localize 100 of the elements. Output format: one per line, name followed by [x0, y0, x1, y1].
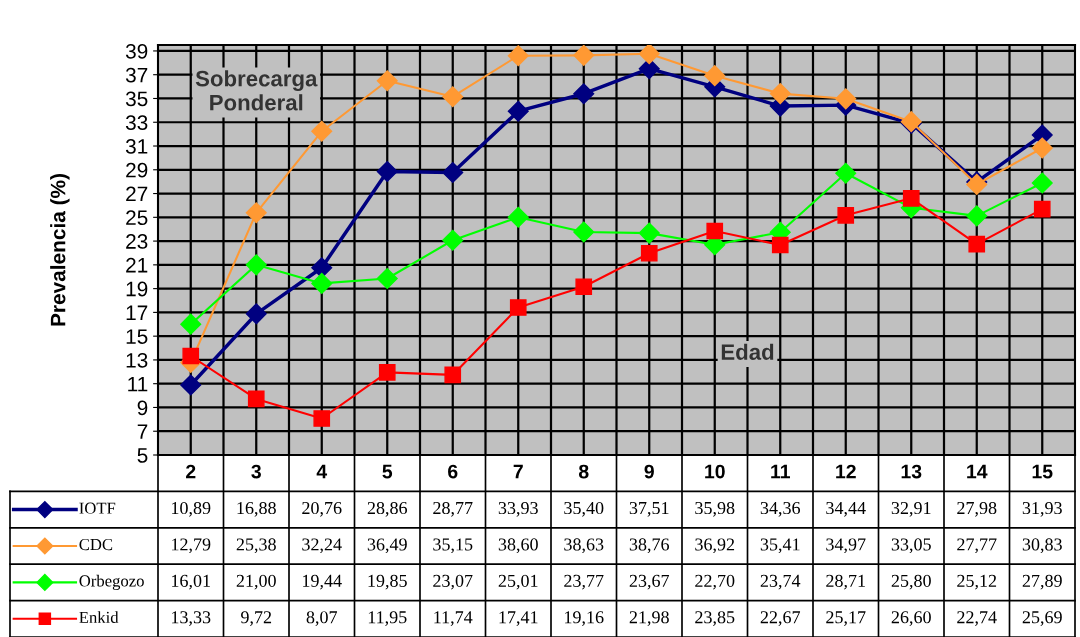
x-tick-label: 8 — [578, 464, 589, 479]
y-tick-label: 29 — [126, 162, 148, 178]
data-label: 32,24 — [302, 538, 342, 554]
y-tick-label: 7 — [137, 424, 148, 439]
y-tick-label: 5 — [137, 448, 148, 463]
data-label: 27,77 — [957, 538, 997, 554]
point — [573, 221, 595, 243]
point — [376, 268, 398, 290]
data-label: 36,92 — [695, 538, 735, 554]
data-label: 22,74 — [957, 611, 997, 626]
data-label: 34,97 — [826, 538, 866, 554]
x-tick-label: 4 — [316, 464, 328, 479]
data-label: 10,89 — [172, 501, 211, 517]
point — [573, 45, 595, 66]
data-label: 22,67 — [760, 611, 801, 626]
data-label: 25,69 — [1022, 611, 1062, 626]
data-label: 12,79 — [172, 538, 211, 554]
data-label: 21,00 — [236, 574, 276, 590]
point — [180, 313, 202, 335]
data-label: 9,72 — [241, 611, 272, 626]
data-label: 38,76 — [629, 538, 670, 554]
data-label: 21,98 — [629, 611, 669, 626]
data-label: 23,07 — [433, 574, 473, 590]
data-label: 19,16 — [565, 611, 604, 626]
point — [706, 222, 724, 240]
y-tick-label: 35 — [125, 91, 148, 107]
point — [1031, 172, 1053, 194]
point — [638, 45, 660, 65]
data-label: 23,74 — [760, 574, 801, 590]
data-label: 27,98 — [957, 501, 997, 517]
data-label: 37,51 — [629, 501, 669, 517]
x-tick-label: 3 — [251, 464, 261, 479]
data-label: 25,38 — [236, 538, 276, 554]
point — [837, 206, 855, 224]
point — [1033, 200, 1051, 218]
data-label: 38,60 — [498, 538, 538, 554]
point — [902, 189, 920, 207]
point — [771, 236, 789, 254]
data-label: 13,33 — [172, 611, 211, 626]
x-tick-label: 9 — [644, 464, 654, 479]
data-label: 20,76 — [302, 501, 342, 517]
annotation: Sobrecarga Ponderal — [195, 70, 318, 111]
point — [182, 347, 200, 365]
data-label: 11,74 — [434, 611, 473, 626]
x-tick-label: 13 — [901, 464, 922, 479]
point — [1031, 137, 1053, 159]
point — [638, 222, 660, 244]
data-label: 16,88 — [237, 501, 276, 517]
data-label: 22,70 — [695, 574, 735, 590]
data-label: 35,40 — [564, 501, 604, 517]
y-tick-label: 21 — [126, 257, 148, 273]
data-label: 28,77 — [433, 501, 473, 517]
point — [245, 202, 267, 224]
point — [442, 86, 464, 108]
point — [638, 58, 660, 80]
y-tick-label: 23 — [126, 234, 148, 249]
data-label: 28,86 — [367, 501, 408, 517]
data-label: 23,77 — [564, 574, 604, 590]
point — [640, 244, 658, 262]
y-tick-label: 9 — [137, 400, 148, 416]
data-label: 28,71 — [826, 574, 865, 590]
point — [180, 374, 202, 396]
point — [507, 100, 529, 122]
y-axis-title: Prevalencia (%) — [50, 174, 70, 326]
data-label: 33,05 — [891, 538, 931, 554]
data-label: 25,80 — [891, 574, 931, 590]
point — [247, 390, 265, 408]
data-label: 8,07 — [306, 611, 338, 626]
y-tick-label: 11 — [128, 376, 148, 392]
legend-label: IOTF — [79, 502, 116, 514]
point — [245, 303, 267, 325]
legend-label: Orbegozo — [79, 574, 144, 590]
y-tick-label: 37 — [125, 67, 148, 83]
y-tick-label: 39 — [125, 43, 148, 59]
point — [704, 65, 726, 87]
data-label: 32,91 — [891, 501, 931, 517]
point — [769, 83, 791, 105]
data-label: 23,67 — [629, 574, 670, 590]
data-label: 17,41 — [499, 611, 538, 626]
point — [835, 162, 857, 184]
point — [575, 278, 593, 296]
x-tick-label: 10 — [705, 464, 725, 479]
x-tick-label: 15 — [1032, 464, 1053, 479]
point — [311, 120, 333, 142]
data-label: 25,17 — [826, 611, 866, 626]
point — [968, 235, 986, 253]
x-tick-label: 11 — [771, 464, 790, 479]
data-label: 23,85 — [695, 611, 735, 626]
data-label: 30,83 — [1022, 538, 1062, 554]
data-label: 16,01 — [172, 574, 210, 590]
data-label: 34,44 — [826, 501, 866, 517]
data-label: 19,85 — [368, 574, 407, 590]
y-tick-label: 13 — [126, 352, 148, 368]
data-label: 26,60 — [891, 611, 931, 626]
y-tick-label: 17 — [126, 305, 148, 320]
legend-label: CDC — [79, 538, 113, 551]
y-tick-label: 19 — [126, 281, 148, 297]
x-tick-label: 5 — [382, 464, 393, 479]
data-label: 25,01 — [498, 574, 538, 590]
point — [376, 160, 398, 182]
